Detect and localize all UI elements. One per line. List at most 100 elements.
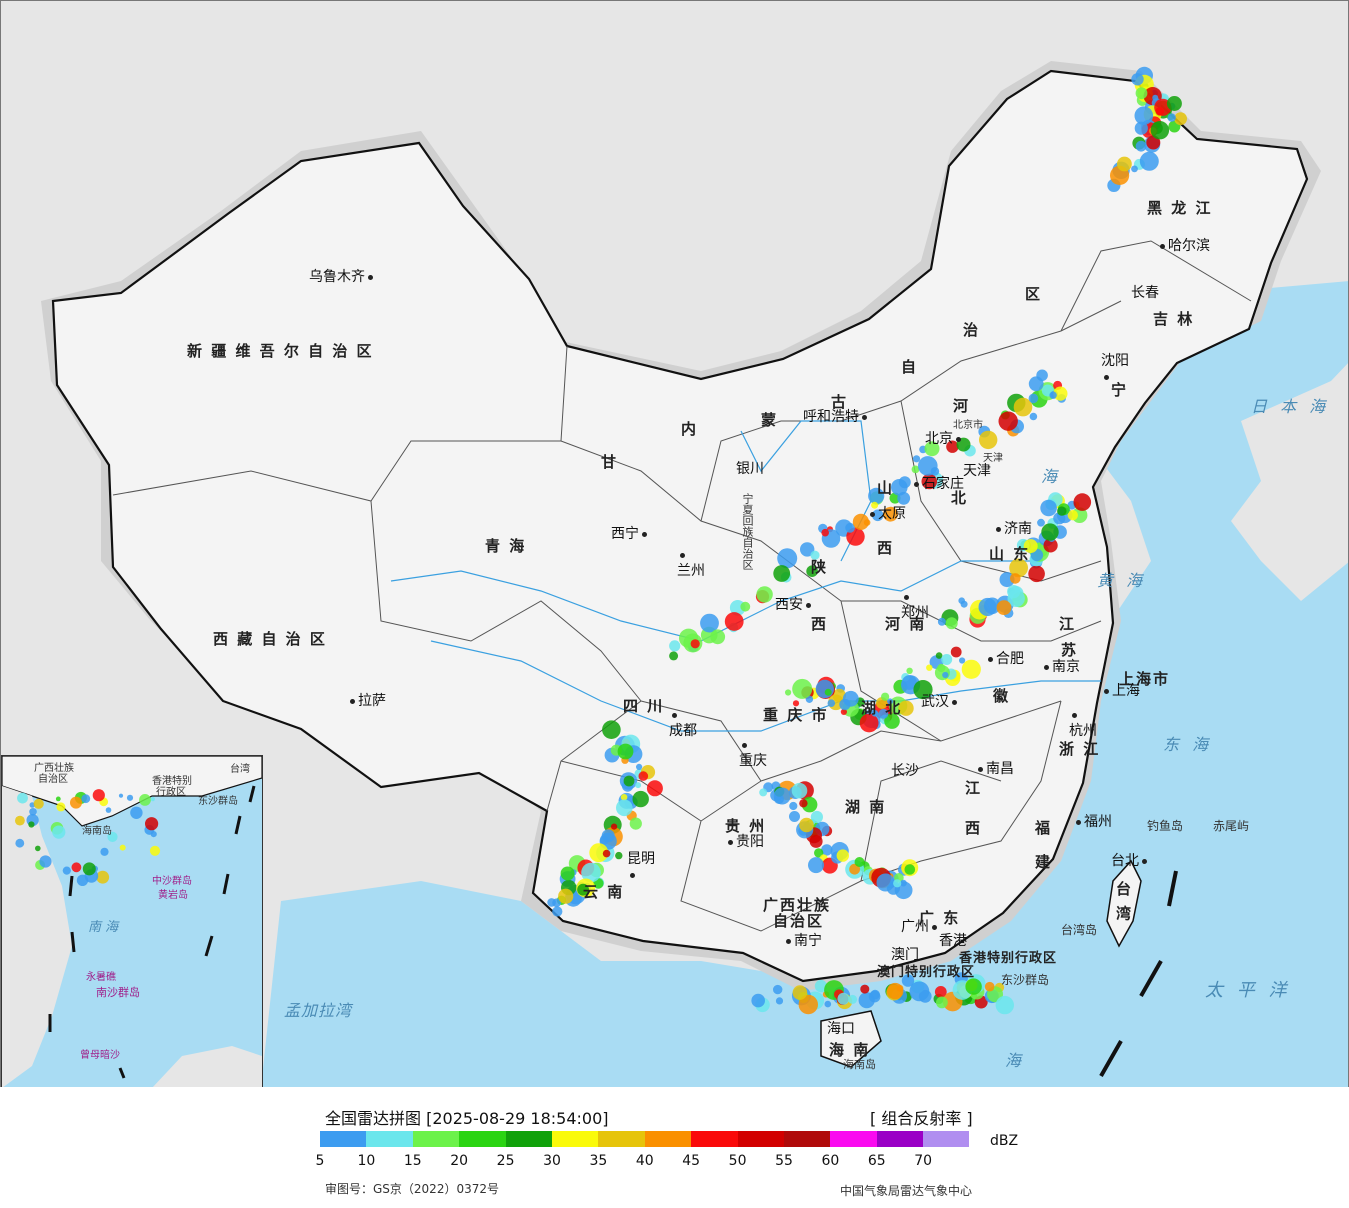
sea-of-japan-label: 日 本 海 — [1251, 397, 1330, 416]
radar-echo — [792, 985, 808, 1000]
scale-tick-label: 25 — [496, 1153, 515, 1169]
radar-echo — [839, 698, 851, 711]
radar-echo — [55, 796, 61, 802]
city-harbin: 哈尔滨 — [1157, 238, 1210, 254]
inset-dongsha: 东沙群岛 — [198, 796, 238, 807]
chiwei-label: 赤尾屿 — [1213, 819, 1250, 833]
radar-echo — [1117, 156, 1132, 172]
radar-echo — [756, 586, 773, 603]
radar-echo — [119, 844, 126, 851]
city-lhasa: 拉萨 — [347, 693, 386, 709]
radar-echo — [1131, 165, 1138, 173]
radar-echo — [558, 888, 574, 904]
radar-echo — [92, 789, 105, 802]
province-shaanxi-2: 西 — [811, 615, 829, 633]
radar-echo — [891, 479, 908, 496]
radar-echo — [900, 879, 907, 887]
radar-echo — [836, 849, 849, 862]
radar-echo — [995, 995, 1014, 1015]
city-urumqi: 乌鲁木齐 — [309, 269, 376, 285]
radar-echo — [149, 845, 161, 856]
radar-echo — [15, 838, 25, 848]
radar-echo — [118, 793, 124, 798]
radar-echo — [611, 823, 618, 830]
city-jinan: 济南 — [993, 521, 1032, 537]
radar-echo — [62, 866, 71, 875]
radar-echo — [145, 817, 159, 831]
province-macao: 澳门特别行政区 — [877, 965, 976, 980]
inset-nansha: 南沙群岛 — [96, 986, 140, 999]
radar-echo — [868, 990, 881, 1003]
radar-echo — [959, 657, 966, 664]
radar-echo — [854, 857, 865, 867]
scale-tick-label: 5 — [315, 1153, 325, 1169]
city-lanzhou: 兰州 — [677, 547, 705, 579]
radar-echo — [616, 799, 633, 817]
scale-tick-label: 65 — [867, 1153, 886, 1169]
radar-echo — [911, 465, 920, 474]
province-taiwan: 台 湾 — [1114, 881, 1132, 923]
city-macau: 澳门 — [891, 947, 919, 963]
city-shanghai: 上海 — [1101, 683, 1140, 699]
south-china-sea-label: 海 — [1005, 1051, 1026, 1070]
radar-echo — [926, 664, 933, 671]
radar-echo — [918, 456, 938, 476]
radar-echo — [1167, 113, 1176, 122]
radar-echo — [96, 870, 110, 884]
province-neimenggu-6: 区 — [1025, 285, 1043, 303]
radar-echo — [849, 863, 860, 875]
radar-echo — [912, 455, 921, 463]
radar-echo — [632, 790, 649, 808]
radar-echo — [617, 743, 634, 760]
radar-echo — [878, 708, 889, 719]
radar-echo — [810, 810, 824, 824]
province-fujian-2: 建 — [1035, 853, 1053, 871]
province-chongqing: 重 庆 市 — [763, 706, 829, 724]
inset-zhongsha: 中沙群岛 — [152, 876, 192, 887]
province-hk: 香港特别行政区 — [959, 951, 1058, 966]
radar-echo — [1009, 558, 1028, 578]
dongsha-label: 东沙群岛 — [1001, 973, 1050, 987]
radar-map[interactable]: 新 疆 维 吾 尔 自 治 区 西 藏 自 治 区 青 海 甘 内 蒙 古 自 … — [0, 0, 1349, 1088]
radar-echo — [710, 629, 726, 645]
province-neimenggu-1: 内 — [681, 420, 699, 438]
radar-echo — [552, 906, 563, 917]
radar-echo — [560, 866, 575, 881]
city-zhengzhou: 郑州 — [901, 589, 929, 621]
radar-echo — [1057, 506, 1067, 516]
legend-product: [ 组合反射率 ] — [870, 1109, 973, 1128]
radar-echo — [815, 679, 834, 699]
inset-guangxi-2: 自治区 — [38, 774, 68, 785]
scale-tick-label: 60 — [821, 1153, 840, 1169]
radar-echo — [909, 981, 930, 1002]
province-anhui: 徽 — [993, 687, 1011, 705]
province-jiangxi-2: 西 — [965, 819, 983, 837]
city-changsha: 长沙 — [891, 763, 919, 779]
province-shanxi-2: 西 — [877, 539, 895, 557]
scale-tick-label: 45 — [682, 1153, 701, 1169]
city-hefei: 合肥 — [985, 651, 1024, 667]
radar-echo — [581, 862, 601, 883]
province-yunnan: 云 南 — [583, 883, 625, 901]
radar-echo — [934, 986, 947, 998]
radar-echo — [984, 981, 995, 992]
scale-swatch — [876, 1131, 924, 1147]
radar-echo — [773, 565, 791, 582]
radar-echo — [724, 612, 744, 631]
city-xian: 西安 — [775, 597, 814, 613]
legend-panel: 全国雷达拼图 [2025-08-29 18:54:00] [ 组合反射率 ] 5… — [0, 1087, 1349, 1208]
radar-echo — [848, 994, 858, 1004]
province-hubei: 湖 北 — [861, 699, 903, 717]
radar-echo — [759, 788, 768, 797]
province-fujian: 福 — [1035, 819, 1053, 837]
radar-echo — [82, 862, 96, 876]
radar-echo — [1073, 493, 1092, 511]
pacific-label: 太 平 洋 — [1205, 980, 1291, 1001]
inset-zengmu: 曾母暗沙 — [80, 1050, 120, 1061]
legend-unit: dBZ — [990, 1133, 1019, 1149]
radar-echo — [589, 843, 609, 863]
radar-echo — [71, 862, 82, 873]
radar-echo — [821, 844, 833, 856]
province-jiangsu: 江 — [1059, 615, 1077, 633]
radar-echo — [887, 698, 894, 705]
